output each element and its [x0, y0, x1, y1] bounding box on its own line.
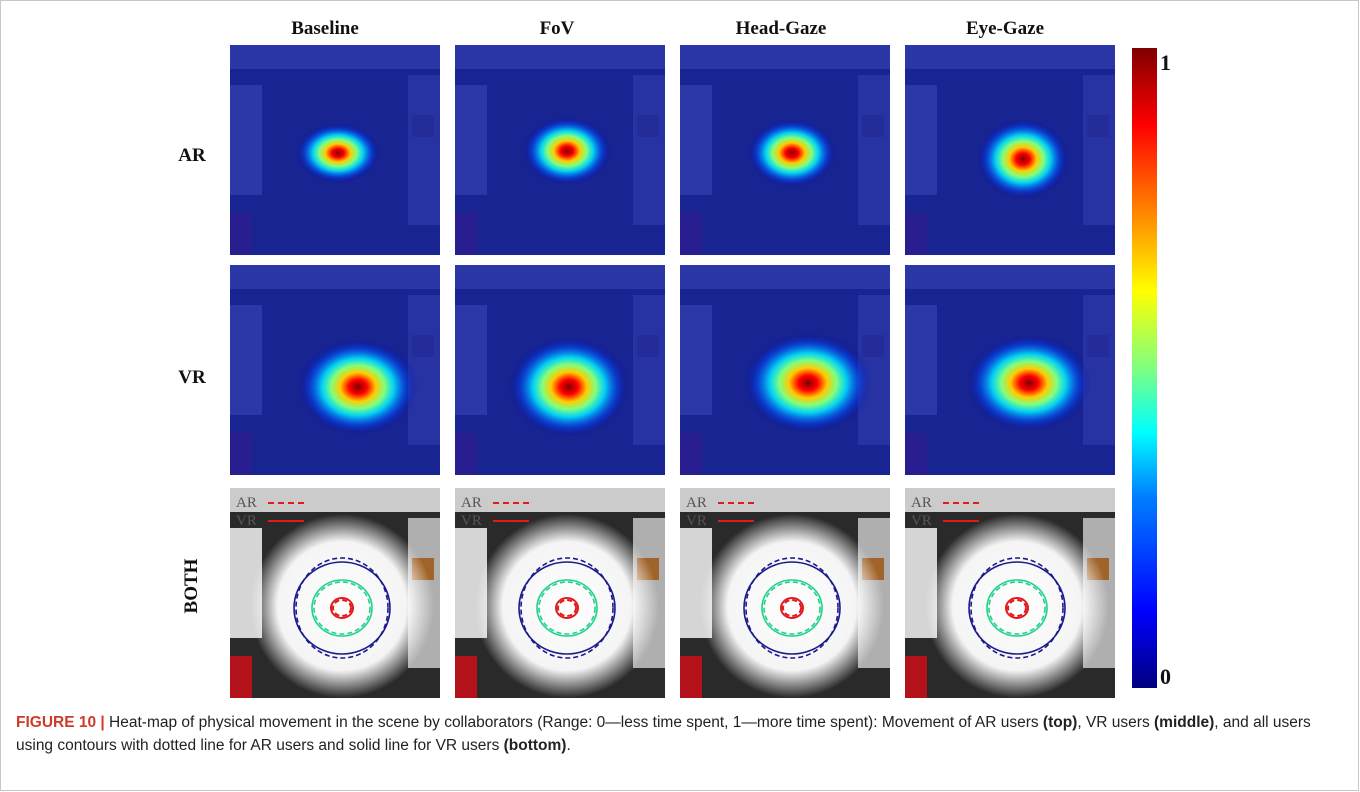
panel-ar-baseline: [230, 45, 440, 255]
caption-text-2: , VR users: [1077, 714, 1155, 731]
panel-ar-eye-gaze: [905, 45, 1115, 255]
heatmap-vr-baseline: [230, 265, 440, 475]
caption-middle: (middle): [1154, 714, 1215, 731]
colorbar-max-label: 1: [1160, 50, 1171, 75]
panel-ar-head-gaze: [680, 45, 890, 255]
legend-vr-line: [718, 520, 754, 522]
legend-vr-line: [943, 520, 979, 522]
heatmap-vr-eye-gaze: [905, 265, 1115, 475]
legend-ar-label: AR: [911, 495, 932, 511]
row-header-vr: VR: [178, 367, 206, 388]
legend-ar-label: AR: [236, 495, 257, 511]
colorbar: [1132, 48, 1157, 688]
contour-legend: AR VR: [911, 494, 979, 530]
heatmap-ar-baseline: [230, 45, 440, 255]
figure-label: FIGURE 10 |: [16, 714, 105, 731]
panel-both-fov: AR VR: [455, 488, 665, 698]
heatmap-vr-head-gaze: [680, 265, 890, 475]
column-header-eye-gaze: Eye-Gaze: [965, 18, 1045, 39]
heatmap-both-fov: [455, 488, 665, 698]
legend-vr-label: VR: [461, 513, 482, 529]
legend-vr-line: [268, 520, 304, 522]
legend-vr-label: VR: [911, 513, 932, 529]
legend-vr-label: VR: [236, 513, 257, 529]
panel-both-eye-gaze: AR VR: [905, 488, 1115, 698]
column-header-fov: FoV: [539, 18, 575, 39]
panel-both-baseline: AR VR: [230, 488, 440, 698]
contour-legend: AR VR: [686, 494, 754, 530]
legend-ar-label: AR: [686, 495, 707, 511]
column-header-baseline: Baseline: [291, 18, 359, 39]
heatmap-ar-eye-gaze: [905, 45, 1115, 255]
caption-top: (top): [1042, 714, 1078, 731]
heatmap-vr-fov: [455, 265, 665, 475]
legend-ar-line: [268, 502, 304, 504]
contour-legend: AR VR: [236, 494, 304, 530]
row-header-ar: AR: [178, 145, 206, 166]
caption-bottom: (bottom): [503, 737, 567, 754]
legend-ar-line: [493, 502, 529, 504]
legend-ar-line: [718, 502, 754, 504]
panel-vr-eye-gaze: [905, 265, 1115, 475]
panel-vr-head-gaze: [680, 265, 890, 475]
heatmap-both-eye-gaze: [905, 488, 1115, 698]
panel-vr-fov: [455, 265, 665, 475]
panel-vr-baseline: [230, 265, 440, 475]
heatmap-both-head-gaze: [680, 488, 890, 698]
row-header-both: BOTH: [181, 558, 202, 614]
heatmap-both-baseline: [230, 488, 440, 698]
legend-ar-label: AR: [461, 495, 482, 511]
heatmap-ar-fov: [455, 45, 665, 255]
legend-vr-label: VR: [686, 513, 707, 529]
legend-vr-line: [493, 520, 529, 522]
panel-both-head-gaze: AR VR: [680, 488, 890, 698]
heatmap-ar-head-gaze: [680, 45, 890, 255]
legend-ar-line: [943, 502, 979, 504]
panel-ar-fov: [455, 45, 665, 255]
caption-text-4: .: [566, 737, 571, 754]
figure-caption: FIGURE 10 | Heat-map of physical movemen…: [16, 711, 1346, 757]
colorbar-min-label: 0: [1160, 664, 1171, 689]
contour-legend: AR VR: [461, 494, 529, 530]
column-header-head-gaze: Head-Gaze: [735, 18, 827, 39]
caption-text-3: , and all users using contours with dott…: [16, 714, 1311, 754]
caption-text-1: Heat-map of physical movement in the sce…: [104, 714, 1043, 731]
